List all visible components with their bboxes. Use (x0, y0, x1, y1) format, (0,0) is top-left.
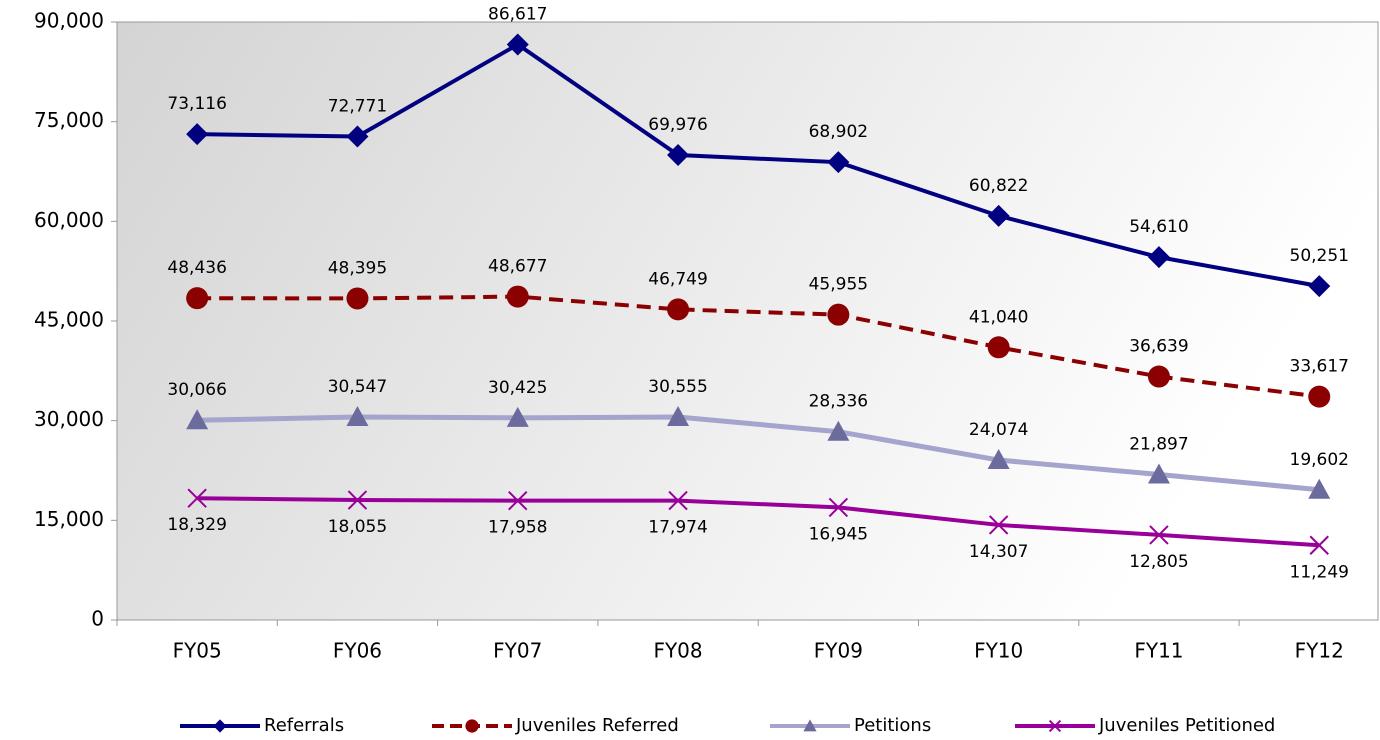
data-label: 28,336 (809, 392, 868, 412)
data-label: 33,617 (1290, 357, 1349, 377)
marker (1308, 275, 1331, 298)
marker (668, 490, 688, 511)
data-label: 50,251 (1290, 246, 1349, 266)
marker (987, 449, 1010, 470)
x-tick-label: FY05 (173, 639, 222, 663)
data-label: 68,902 (809, 122, 868, 142)
marker (827, 420, 850, 441)
x-tick-label: FY11 (1134, 639, 1183, 663)
legend-label: Juveniles Referred (515, 715, 679, 736)
series-line (197, 414, 1320, 493)
marker (186, 287, 209, 310)
data-label: 48,436 (167, 258, 226, 278)
x-tick-label: FY09 (814, 639, 863, 663)
marker (506, 33, 529, 56)
data-label: 18,329 (167, 515, 226, 535)
data-label: 69,976 (648, 115, 707, 135)
data-label: 72,771 (328, 96, 387, 116)
data-label: 45,955 (809, 275, 868, 295)
y-tick-label: 0 (91, 607, 104, 631)
data-label: 30,425 (488, 378, 547, 398)
marker (827, 303, 850, 326)
x-tick-label: FY12 (1295, 639, 1344, 663)
x-tick-label: FY06 (333, 639, 382, 663)
data-label: 18,055 (328, 517, 387, 537)
marker (465, 719, 479, 733)
data-label: 41,040 (969, 307, 1028, 327)
marker (346, 125, 369, 148)
y-tick-label: 30,000 (34, 407, 104, 431)
marker (667, 405, 690, 426)
marker (987, 204, 1010, 227)
marker (187, 488, 207, 508)
marker (988, 515, 1009, 535)
x-tick-label: FY07 (493, 639, 542, 663)
data-label: 30,547 (328, 377, 387, 397)
data-label: 12,805 (1129, 552, 1188, 572)
data-label: 24,074 (969, 420, 1028, 440)
y-tick-label: 60,000 (34, 208, 104, 232)
data-label: 30,066 (167, 380, 226, 400)
marker (1147, 246, 1170, 269)
marker (186, 409, 209, 430)
x-tick-label: FY08 (653, 639, 702, 663)
data-label: 48,677 (488, 257, 547, 277)
marker (1308, 385, 1331, 408)
marker (346, 287, 369, 310)
data-label: 21,897 (1129, 435, 1188, 455)
y-tick-label: 15,000 (34, 507, 104, 531)
marker (827, 151, 850, 174)
legend-label: Referrals (264, 715, 344, 736)
marker (347, 490, 368, 510)
marker (828, 497, 849, 518)
marker (1048, 719, 1062, 733)
legend-label: Juveniles Petitioned (1098, 715, 1275, 736)
marker (1308, 478, 1331, 499)
data-label: 16,945 (809, 524, 868, 544)
x-tick-label: FY10 (974, 639, 1023, 663)
legend-label: Petitions (854, 715, 931, 736)
data-label: 46,749 (648, 269, 707, 289)
data-label: 54,610 (1129, 217, 1188, 237)
marker (667, 144, 690, 167)
marker (508, 490, 528, 511)
marker (803, 719, 817, 732)
data-label: 60,822 (969, 176, 1028, 196)
plot-area (116, 21, 1379, 621)
y-tick-label: 45,000 (34, 308, 104, 332)
marker (506, 406, 529, 427)
marker (186, 123, 209, 146)
data-label: 30,555 (648, 377, 707, 397)
series-line (197, 496, 1320, 548)
y-tick-label: 75,000 (34, 108, 104, 132)
data-label: 14,307 (969, 542, 1028, 562)
series-line (197, 294, 1320, 399)
marker (1309, 535, 1329, 555)
marker (506, 285, 529, 308)
data-label: 19,602 (1290, 450, 1349, 470)
data-label: 11,249 (1290, 562, 1349, 582)
data-label: 17,958 (488, 518, 547, 538)
marker (667, 298, 690, 321)
marker (1147, 365, 1170, 388)
data-label: 17,974 (648, 518, 707, 538)
marker (1149, 525, 1169, 545)
data-label: 86,617 (488, 4, 547, 24)
data-label: 36,639 (1129, 337, 1188, 357)
data-label: 73,116 (167, 94, 226, 114)
y-tick-label: 90,000 (34, 9, 104, 33)
data-label: 48,395 (328, 258, 387, 278)
marker (213, 719, 227, 733)
marker (1147, 463, 1170, 484)
marker (987, 336, 1010, 359)
marker (346, 406, 369, 427)
series-line (197, 42, 1320, 289)
